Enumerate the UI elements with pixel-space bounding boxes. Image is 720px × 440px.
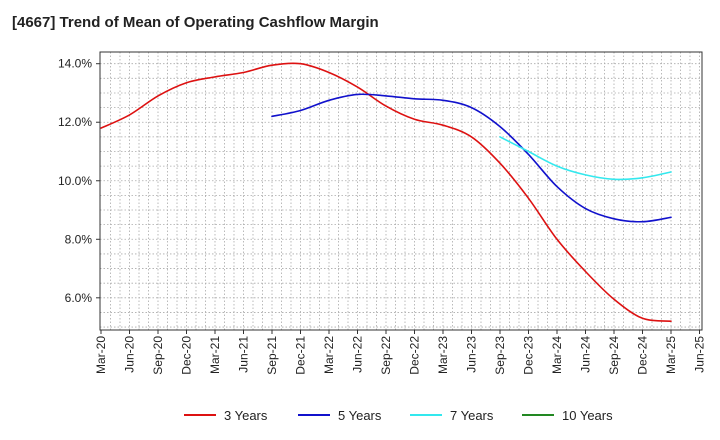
x-tick-label: Sep-21	[265, 336, 279, 375]
x-tick-label: Dec-21	[294, 336, 308, 375]
x-tick-label: Sep-22	[379, 336, 393, 375]
x-tick-label: Sep-23	[493, 336, 507, 375]
legend-label-7-years: 7 Years	[450, 408, 494, 423]
x-tick-label: Mar-20	[94, 336, 108, 374]
y-tick-label: 8.0%	[65, 232, 93, 246]
legend-label-10-years: 10 Years	[562, 408, 613, 423]
y-tick-label: 6.0%	[65, 291, 93, 305]
x-tick-label: Jun-20	[123, 336, 137, 373]
x-tick-label: Mar-23	[436, 336, 450, 374]
y-tick-label: 14.0%	[58, 57, 92, 71]
x-tick-label: Jun-25	[693, 336, 707, 373]
x-tick-label: Dec-23	[522, 336, 536, 375]
plot-area	[100, 52, 702, 330]
y-tick-label: 10.0%	[58, 174, 92, 188]
x-tick-label: Jun-21	[237, 336, 251, 373]
legend-label-3-years: 3 Years	[224, 408, 268, 423]
y-tick-label: 12.0%	[58, 115, 92, 129]
x-tick-label: Jun-23	[465, 336, 479, 373]
x-tick-label: Dec-22	[408, 336, 422, 375]
x-tick-label: Jun-22	[351, 336, 365, 373]
grid-layer	[100, 52, 702, 330]
x-tick-label: Sep-24	[607, 336, 621, 375]
x-axis-ticks: Mar-20 Jun-20 Sep-20 Dec-20 Mar-21 Jun-21 Sep-…	[94, 330, 707, 375]
x-tick-label: Mar-25	[664, 336, 678, 374]
plot-border	[99, 51, 703, 331]
legend-label-5-years: 5 Years	[338, 408, 382, 423]
legend: 3 Years 5 Years 7 Years 10 Years	[184, 408, 613, 423]
x-tick-label: Dec-20	[180, 336, 194, 375]
x-tick-label: Sep-20	[151, 336, 165, 375]
x-tick-label: Dec-24	[636, 336, 650, 375]
series-layer	[100, 62, 672, 322]
x-tick-label: Jun-24	[579, 336, 593, 373]
x-tick-label: Mar-22	[322, 336, 336, 374]
x-tick-label: Mar-24	[550, 336, 564, 374]
y-axis-ticks: 6.0% 8.0% 10.0% 12.0% 14.0%	[58, 57, 100, 305]
x-tick-label: Mar-21	[208, 336, 222, 374]
chart-title: [4667] Trend of Mean of Operating Cashfl…	[12, 14, 379, 31]
series-line-3-years	[100, 62, 672, 322]
series-line-5-years	[271, 93, 672, 223]
series-line-7-years	[499, 136, 672, 181]
